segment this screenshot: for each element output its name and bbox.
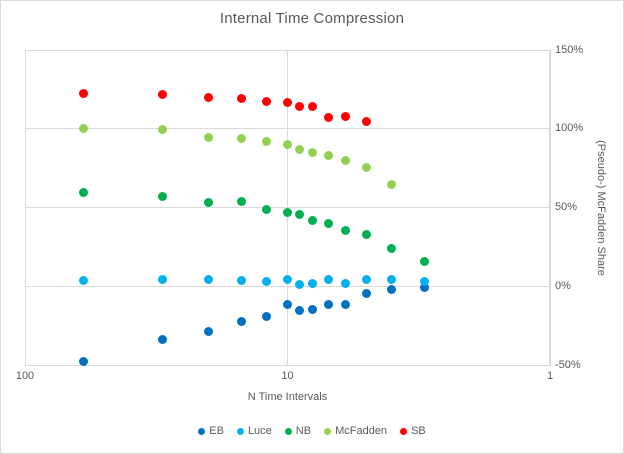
legend-label: McFadden bbox=[335, 425, 388, 437]
data-point-nb bbox=[262, 204, 272, 214]
chart-legend: EB Luce NB McFadden SB bbox=[1, 425, 623, 437]
data-point-eb bbox=[295, 305, 304, 315]
y-axis-title: (Pseudo-) McFadden Share bbox=[595, 139, 607, 276]
data-point-eb bbox=[308, 305, 318, 315]
data-point-eb bbox=[262, 312, 272, 322]
data-point-sb bbox=[295, 102, 304, 112]
data-point-nb bbox=[387, 243, 397, 253]
data-point-eb bbox=[420, 282, 430, 292]
data-point-nb bbox=[308, 215, 318, 225]
legend-label: Luce bbox=[247, 425, 272, 437]
data-point-luce bbox=[78, 275, 88, 285]
data-point-mcfadden bbox=[387, 180, 397, 190]
y-gridline bbox=[25, 365, 550, 367]
data-point-sb bbox=[323, 113, 333, 123]
data-point-sb bbox=[308, 102, 318, 112]
data-point-nb bbox=[157, 192, 167, 202]
data-point-luce bbox=[157, 275, 167, 285]
data-point-luce bbox=[323, 275, 333, 285]
data-point-nb bbox=[323, 219, 333, 229]
data-point-sb bbox=[262, 96, 272, 106]
chart-title: Internal Time Compression bbox=[219, 10, 405, 27]
legend-item-nb: NB bbox=[284, 425, 312, 437]
legend-marker-icon bbox=[236, 427, 244, 435]
data-point-luce bbox=[387, 275, 397, 285]
data-point-nb bbox=[341, 226, 351, 236]
data-point-luce bbox=[236, 275, 246, 285]
legend-label: NB bbox=[295, 425, 312, 437]
data-point-luce bbox=[362, 275, 372, 285]
data-point-nb bbox=[236, 196, 246, 206]
data-point-sb bbox=[236, 94, 246, 104]
data-point-mcfadden bbox=[362, 163, 372, 173]
data-point-eb bbox=[283, 299, 292, 309]
data-point-mcfadden bbox=[78, 123, 88, 133]
data-point-nb bbox=[420, 256, 430, 266]
legend-label: SB bbox=[411, 425, 426, 437]
data-point-eb bbox=[157, 335, 167, 345]
x-tick-label: 100 bbox=[15, 369, 35, 382]
data-point-eb bbox=[341, 299, 351, 309]
x-axis-title: N Time Intervals bbox=[247, 390, 328, 403]
plot-area bbox=[25, 50, 550, 366]
data-point-eb bbox=[362, 288, 372, 298]
data-point-luce bbox=[420, 277, 430, 287]
legend-label: EB bbox=[209, 425, 224, 437]
data-point-sb bbox=[341, 111, 351, 121]
data-point-eb bbox=[236, 316, 246, 326]
y-tick-label: 50% bbox=[555, 201, 578, 214]
legend-item-sb: SB bbox=[400, 425, 426, 437]
data-point-luce bbox=[283, 275, 292, 285]
data-point-mcfadden bbox=[341, 155, 351, 165]
data-point-nb bbox=[362, 230, 372, 240]
data-point-luce bbox=[308, 279, 318, 289]
data-point-nb bbox=[295, 210, 304, 220]
data-point-nb bbox=[78, 188, 88, 198]
y-tick-label: -50% bbox=[555, 359, 581, 372]
data-point-eb bbox=[78, 357, 88, 367]
data-point-luce bbox=[295, 279, 304, 289]
data-point-nb bbox=[283, 208, 292, 218]
y-tick-label: 150% bbox=[555, 43, 584, 56]
legend-marker-icon bbox=[284, 427, 292, 435]
data-point-mcfadden bbox=[203, 133, 213, 143]
x-gridline bbox=[549, 50, 551, 366]
legend-item-eb: EB bbox=[198, 425, 224, 437]
data-point-eb bbox=[387, 285, 397, 295]
legend-marker-icon bbox=[198, 427, 206, 435]
data-point-eb bbox=[323, 300, 333, 310]
data-point-luce bbox=[341, 279, 351, 289]
data-point-mcfadden bbox=[308, 148, 318, 158]
data-point-mcfadden bbox=[283, 140, 292, 150]
data-point-mcfadden bbox=[157, 125, 167, 135]
data-point-mcfadden bbox=[236, 133, 246, 143]
data-point-sb bbox=[203, 92, 213, 102]
data-point-luce bbox=[203, 275, 213, 285]
x-tick-label: 10 bbox=[281, 369, 294, 382]
data-point-mcfadden bbox=[295, 144, 304, 154]
data-point-sb bbox=[78, 88, 88, 98]
data-point-mcfadden bbox=[262, 137, 272, 147]
x-tick-label: 1 bbox=[546, 369, 554, 382]
data-point-mcfadden bbox=[323, 151, 333, 161]
legend-marker-icon bbox=[324, 427, 332, 435]
x-gridline bbox=[287, 50, 288, 366]
data-point-eb bbox=[203, 327, 213, 337]
legend-marker-icon bbox=[400, 427, 408, 435]
data-point-nb bbox=[203, 197, 213, 207]
legend-item-luce: Luce bbox=[236, 425, 272, 437]
y-tick-label: 0% bbox=[555, 280, 571, 293]
data-point-sb bbox=[157, 89, 167, 99]
y-tick-label: 100% bbox=[555, 122, 584, 135]
data-point-sb bbox=[283, 98, 292, 108]
legend-item-mcfadden: McFadden bbox=[324, 425, 387, 437]
data-point-luce bbox=[262, 277, 272, 287]
data-point-sb bbox=[362, 117, 372, 127]
